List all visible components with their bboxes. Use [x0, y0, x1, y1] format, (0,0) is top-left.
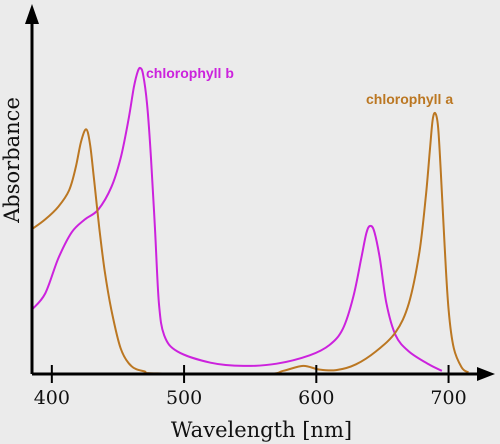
series-line-chlorophyll-b: [31, 66, 443, 372]
x-tick-label-600: 600: [298, 387, 334, 409]
y-axis-arrowhead: [25, 4, 39, 24]
series-label-chlorophyll-a: chlorophyll a: [366, 91, 453, 107]
series-line-chlorophyll-a: [31, 111, 469, 376]
x-ticks: 400 500 600 700: [34, 365, 467, 409]
x-tick-label-400: 400: [34, 387, 70, 409]
series-layer: [31, 66, 469, 376]
x-tick-label-700: 700: [430, 387, 466, 409]
y-axis-title: Absorbance: [0, 97, 24, 224]
x-axis-arrowhead: [477, 367, 495, 381]
axes-layer: [25, 4, 495, 381]
x-tick-label-500: 500: [166, 387, 202, 409]
series-label-chlorophyll-b: chlorophyll b: [146, 65, 234, 81]
x-axis-title: Wavelength [nm]: [171, 418, 352, 442]
